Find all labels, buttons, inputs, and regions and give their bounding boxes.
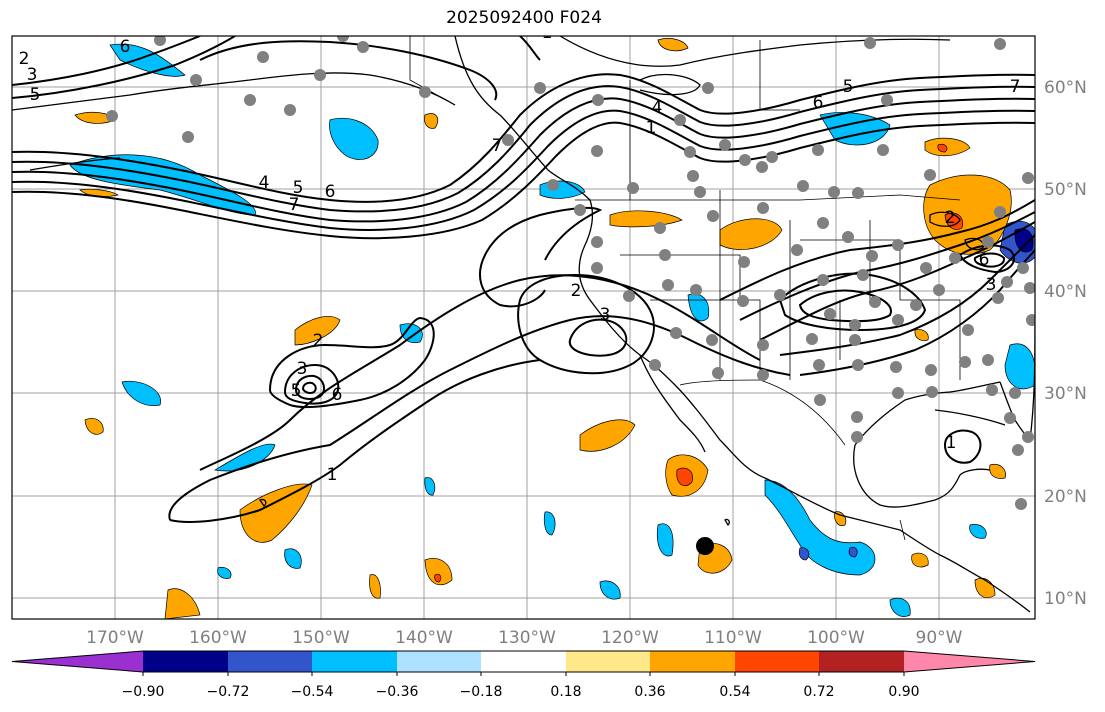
contour-label: 5 (843, 77, 854, 97)
contour-label: 6 (325, 182, 336, 202)
colorbar-segment (397, 651, 481, 672)
storm-center-marker (696, 537, 714, 555)
contour-label: 1 (646, 118, 657, 138)
contour-label: 5 (30, 85, 41, 105)
colorbar-tick-label: −0.72 (207, 684, 250, 700)
contour-label: 1 (946, 433, 957, 453)
contour-label: 5 (291, 381, 302, 401)
map-frame (11, 35, 1036, 620)
lon-tick-label: 110°W (704, 628, 762, 648)
lat-tick-label: 10°N (1044, 589, 1087, 609)
colorbar-segment (566, 651, 650, 672)
lon-tick-label: 140°W (395, 628, 453, 648)
contour-label: 2 (571, 281, 582, 301)
colorbar-segment (228, 651, 312, 672)
colorbar-segment (312, 651, 397, 672)
lat-tick-label: 60°N (1044, 78, 1087, 98)
colorbar-tick-label: 0.18 (550, 684, 581, 700)
lat-tick-label: 30°N (1044, 384, 1087, 404)
lon-tick-label: 100°W (807, 628, 865, 648)
colorbar-segment (735, 651, 819, 672)
contour-label: 6 (120, 37, 131, 57)
lon-tick-label: 150°W (292, 628, 350, 648)
coastlines (12, 36, 1035, 613)
longitude-ticks: 170°W 160°W 150°W 140°W 130°W 120°W 110°W 100°W… (86, 628, 963, 648)
latitude-ticks: 60°N 50°N 40°N 30°N 20°N 10°N (1044, 78, 1087, 609)
lon-tick-label: 120°W (601, 628, 659, 648)
contour-label: 7 (492, 136, 503, 156)
contour-label: 4 (259, 173, 270, 193)
lat-tick-label: 50°N (1044, 180, 1087, 200)
contour-label: 4 (652, 98, 663, 118)
lon-tick-label: 130°W (498, 628, 556, 648)
station-markers (106, 36, 1035, 510)
contour-label: 1 (542, 23, 553, 43)
contour-label: 5 (293, 178, 304, 198)
colorbar-tick-label: −0.54 (291, 684, 334, 700)
colorbar-tick-label: 0.90 (888, 684, 919, 700)
lat-tick-label: 40°N (1044, 282, 1087, 302)
colorbar-extension-high (904, 651, 1035, 672)
lon-tick-label: 90°W (916, 628, 963, 648)
colorbar-tick-label: −0.36 (376, 684, 419, 700)
colorbar-tick-label: 0.54 (719, 684, 750, 700)
contour-label: 2 (19, 49, 30, 69)
lon-tick-label: 170°W (86, 628, 144, 648)
contour-lines (12, 36, 1035, 523)
contour-label: 2 (945, 208, 956, 228)
contour-label: 6 (813, 93, 824, 113)
contour-label: 1 (327, 465, 338, 485)
contour-label: 2 (313, 331, 324, 351)
colorbar-segment (481, 651, 566, 672)
contour-label: 7 (1010, 77, 1021, 97)
colorbar-segment (819, 651, 904, 672)
colorbar-tick-label: 0.72 (803, 684, 834, 700)
colorbar-segment (143, 651, 228, 672)
colorbar-tick-label: 0.36 (634, 684, 665, 700)
lat-tick-label: 20°N (1044, 487, 1087, 507)
colorbar-ticks: −0.90 −0.72 −0.54 −0.36 −0.18 0.18 0.36 0.54 0.7… (122, 672, 920, 700)
contour-label: 3 (986, 275, 997, 295)
colorbar-segment (650, 651, 735, 672)
lon-tick-label: 160°W (189, 628, 247, 648)
contour-label: 7 (289, 195, 300, 215)
colorbar (11, 650, 1036, 673)
contour-label: 6 (332, 385, 343, 405)
contour-label: 3 (297, 359, 308, 379)
contour-label: 3 (600, 305, 611, 325)
colorbar-tick-label: −0.90 (122, 684, 165, 700)
colorbar-tick-label: −0.18 (460, 684, 503, 700)
map-title: 2025092400 F024 (446, 8, 602, 28)
contour-label: 6 (979, 250, 990, 270)
colorbar-extension-low (12, 651, 143, 672)
contour-label: 3 (27, 65, 38, 85)
